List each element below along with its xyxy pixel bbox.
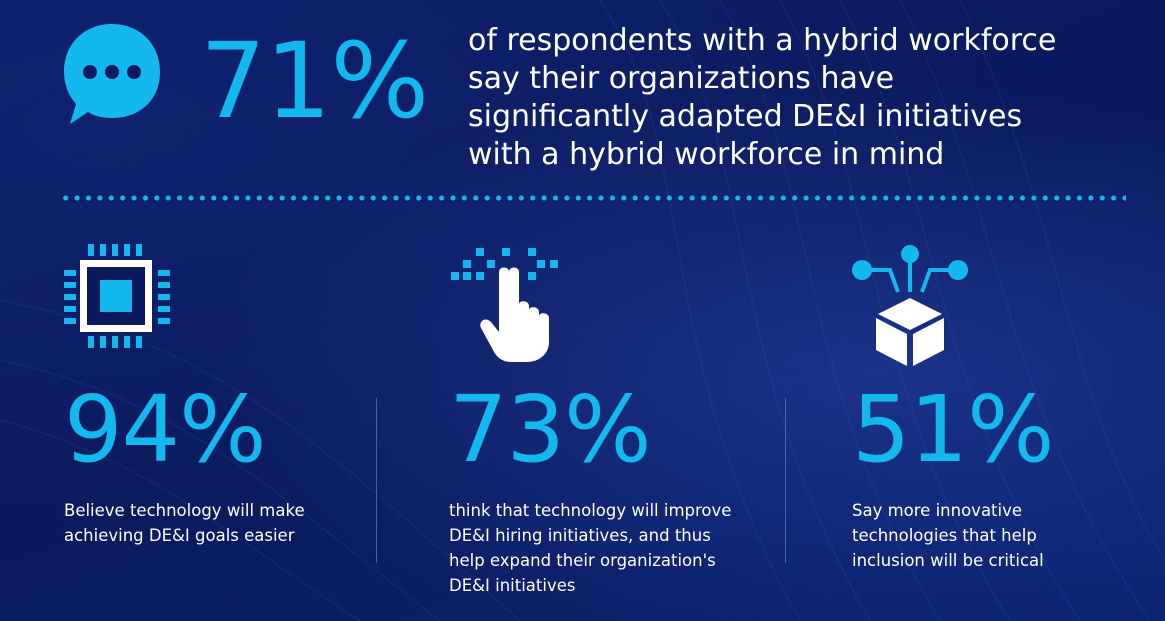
- processor-chip-icon: [64, 244, 170, 348]
- chat-bubble-icon: [64, 24, 160, 124]
- stat-percent-3: 51%: [852, 376, 1054, 483]
- stat-description-2: think that technology will improve DE&I …: [449, 501, 732, 595]
- stat-percent-2: 73%: [449, 376, 651, 483]
- dotted-divider: [60, 195, 1126, 201]
- stat-column-2: 73% think that technology will improve D…: [447, 230, 767, 610]
- top-description: of respondents with a hybrid workforce s…: [468, 23, 1057, 172]
- column-divider-1: [376, 398, 377, 563]
- network-cube-icon: [852, 245, 968, 366]
- top-percent: 71%: [200, 20, 429, 142]
- stat-description-3: Say more innovative technologies that he…: [852, 501, 1044, 570]
- column-divider-2: [785, 398, 786, 563]
- stat-percent-1: 94%: [64, 376, 266, 483]
- stat-column-1: 94% Believe technology will make achievi…: [62, 230, 362, 610]
- top-section: 71% of respondents with a hybrid workfor…: [0, 0, 1165, 190]
- stat-column-3: 51% Say more innovative technologies tha…: [850, 230, 1150, 610]
- stat-description-1: Believe technology will make achieving D…: [64, 501, 305, 545]
- pointing-hand-icon: [451, 248, 558, 362]
